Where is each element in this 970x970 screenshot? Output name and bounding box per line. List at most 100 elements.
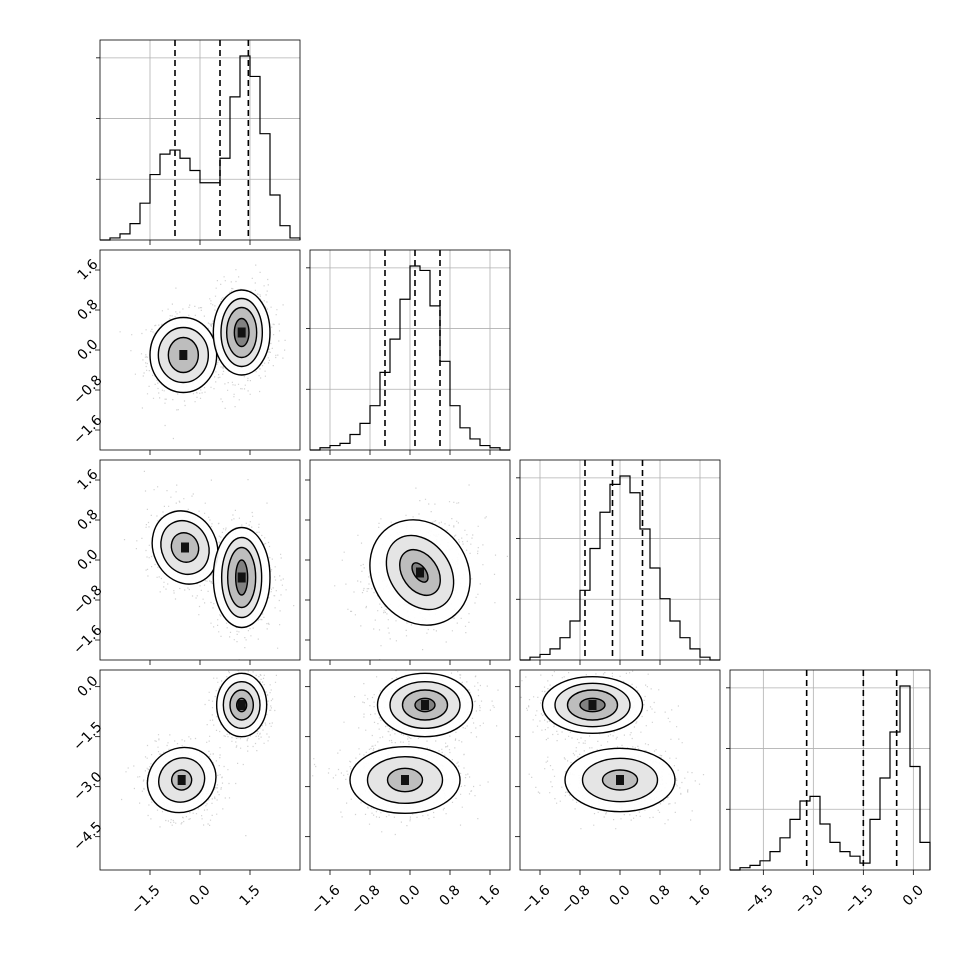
contour-line: [212, 289, 271, 376]
x-tick-label: −1.5: [842, 882, 877, 917]
contour-line: [411, 562, 429, 583]
x-tick-label: −1.6: [518, 882, 553, 917]
x-tick-label: −0.8: [348, 882, 383, 917]
x-tick-label: 0.0: [607, 882, 634, 909]
contour-line: [234, 559, 249, 596]
density-peak: [181, 542, 189, 553]
contour-line: [386, 767, 424, 793]
contour-line: [554, 682, 631, 728]
contour-line: [376, 672, 474, 738]
y-tick-label: 0.0: [74, 336, 101, 363]
y-tick-label: −1.6: [70, 412, 105, 447]
x-tick-label: −3.0: [792, 882, 827, 917]
contour-line: [229, 689, 255, 721]
contour-line: [414, 697, 436, 713]
contour-line: [389, 680, 461, 730]
y-tick-label: 0.8: [74, 296, 101, 323]
density-peak: [416, 567, 424, 578]
histogram-bars: [520, 475, 720, 661]
x-tick-label: 0.8: [647, 882, 674, 909]
histogram-panel-2: [516, 459, 721, 665]
contour-line: [151, 510, 219, 585]
contour-line: [226, 546, 257, 609]
panel-frame: [99, 459, 301, 661]
contour-line: [160, 519, 210, 576]
panel-frame: [309, 459, 511, 661]
contour-line: [579, 697, 606, 713]
histogram-panel-0: [96, 39, 301, 245]
x-tick-label: 1.6: [477, 882, 504, 909]
x-tick-label: −1.5: [128, 882, 163, 917]
x-tick-label: −4.5: [742, 882, 777, 917]
contour-line: [349, 745, 461, 815]
x-tick-label: 0.0: [397, 882, 424, 909]
contour-line: [215, 672, 268, 738]
contour-line: [366, 755, 444, 805]
density-panel-0-1: [95, 249, 301, 455]
contour-line: [149, 316, 218, 394]
contour-line: [601, 769, 639, 791]
density-peak: [237, 327, 246, 338]
y-tick-label: 0.0: [74, 673, 101, 700]
contour-line: [212, 526, 271, 629]
y-tick-label: 0.8: [74, 506, 101, 533]
histogram-bars: [730, 685, 931, 871]
contour-line: [541, 675, 644, 735]
histogram-bars: [310, 265, 510, 451]
x-tick-label: 1.6: [687, 882, 714, 909]
x-tick-label: 0.0: [900, 882, 927, 909]
histogram-panel-3: [726, 669, 931, 875]
density-panel-0-3: [95, 669, 301, 875]
density-panel-1-3: [305, 669, 511, 875]
contour-line: [170, 769, 193, 791]
histogram-panel-1: [306, 249, 511, 455]
contour-line: [157, 326, 210, 384]
density-peak: [179, 350, 188, 360]
panel-frame: [519, 459, 721, 661]
y-tick-label: 1.6: [74, 256, 101, 283]
contour-line: [369, 519, 471, 626]
contour-line: [220, 536, 263, 619]
density-peak: [616, 775, 624, 785]
contour-line: [233, 317, 250, 348]
density-panel-1-2: [305, 459, 511, 665]
density-peak: [401, 775, 409, 785]
density-peak: [237, 700, 246, 710]
x-tick-label: 1.5: [237, 882, 264, 909]
panel-frame: [729, 669, 931, 871]
contour-line: [167, 336, 200, 374]
panel-frame: [309, 669, 511, 871]
contour-line: [220, 297, 264, 368]
density-peak: [421, 700, 429, 710]
contour-line: [564, 747, 676, 813]
x-tick-label: −0.8: [558, 882, 593, 917]
histogram-bars: [100, 55, 301, 241]
contour-line: [399, 548, 441, 597]
density-panel-2-3: [515, 669, 721, 875]
density-peak: [177, 775, 186, 785]
contour-line: [170, 532, 200, 563]
contour-line: [385, 534, 455, 611]
density-peak: [237, 572, 246, 583]
density-panel-0-2: [95, 459, 301, 665]
contour-line: [401, 689, 449, 721]
x-tick-label: −1.6: [308, 882, 343, 917]
contour-line: [222, 680, 261, 730]
panel-frame: [309, 249, 511, 451]
density-peak: [588, 700, 597, 710]
contour-line: [158, 757, 206, 803]
panel-frame: [519, 669, 721, 871]
panel-frame: [99, 669, 301, 871]
panel-frame: [99, 249, 301, 451]
contour-line: [225, 306, 258, 359]
y-tick-label: −1.6: [70, 622, 105, 657]
x-tick-label: 0.0: [187, 882, 214, 909]
y-tick-label: 0.0: [74, 546, 101, 573]
y-tick-label: 1.6: [74, 466, 101, 493]
contour-line: [566, 689, 619, 721]
x-tick-label: 0.8: [437, 882, 464, 909]
contour-line: [146, 746, 217, 814]
contour-line: [581, 757, 659, 803]
panel-frame: [99, 39, 301, 241]
